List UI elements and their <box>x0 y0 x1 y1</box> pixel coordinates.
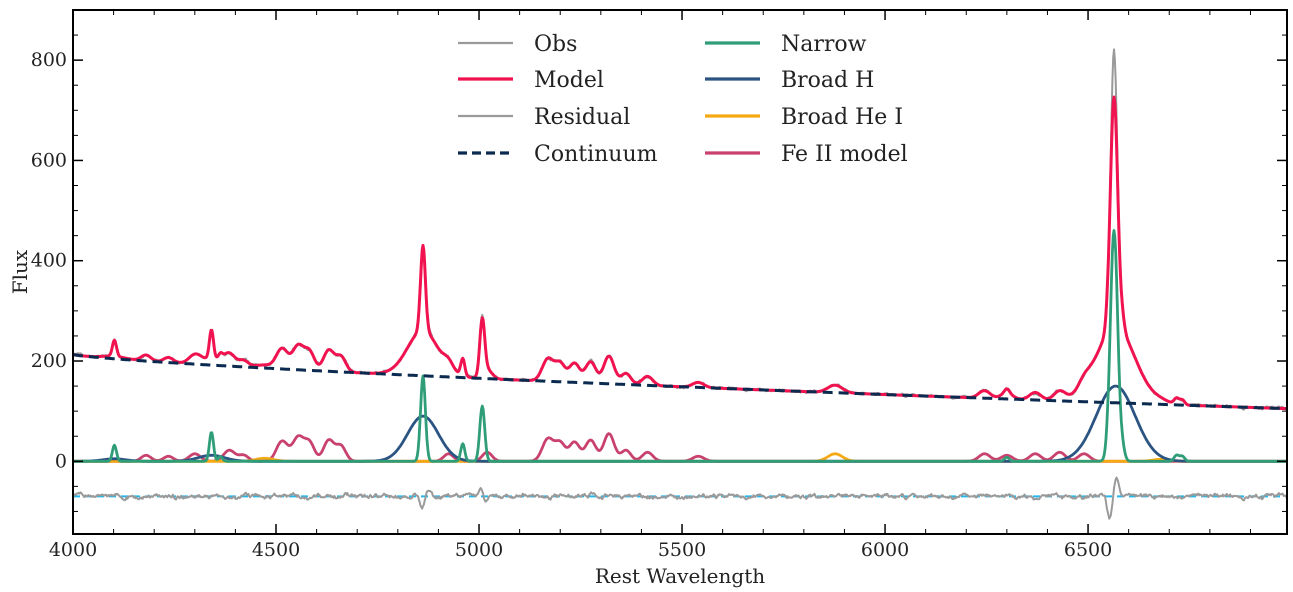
x-tick-label: 4000 <box>49 539 97 561</box>
legend-item-broad_hei: Broad He I <box>705 105 903 130</box>
x-tick-label: 6000 <box>861 539 909 561</box>
legend-label-feii: Fe II model <box>781 142 908 167</box>
legend-label-model: Model <box>534 68 604 93</box>
series-model <box>73 95 1287 411</box>
x-axis-label: Rest Wavelength <box>595 564 765 588</box>
legend: Obs Model Residual Continuum Narrow Broad H Br… <box>458 32 908 167</box>
y-tick-label: 0 <box>55 450 67 472</box>
legend-label-continuum: Continuum <box>534 142 658 167</box>
series-continuum <box>73 353 1287 411</box>
y-tick-label: 400 <box>31 250 67 272</box>
ticks-layer: 4000 4500 5000 5500 6000 6500 0 200 400 600 800 <box>31 10 1287 561</box>
series-narrow <box>73 229 1287 463</box>
legend-item-broad_h: Broad H <box>705 68 874 93</box>
legend-item-residual: Residual <box>458 105 630 130</box>
x-tick-label: 6500 <box>1064 539 1112 561</box>
y-axis-label: Flux <box>8 249 32 294</box>
legend-label-residual: Residual <box>534 105 630 130</box>
y-tick-label: 200 <box>31 350 67 372</box>
series-obs <box>73 48 1287 411</box>
legend-label-broad_h: Broad H <box>781 68 874 93</box>
plot-frame <box>72 9 1288 535</box>
series-layer <box>73 48 1287 520</box>
y-tick-label: 800 <box>31 49 67 71</box>
legend-label-narrow: Narrow <box>781 32 867 57</box>
x-tick-label: 5500 <box>658 539 706 561</box>
y-tick-label: 600 <box>31 149 67 171</box>
legend-item-obs: Obs <box>458 32 577 57</box>
legend-label-broad_hei: Broad He I <box>781 105 903 130</box>
legend-item-continuum: Continuum <box>458 142 658 167</box>
legend-item-model: Model <box>458 68 604 93</box>
x-tick-label: 5000 <box>455 539 503 561</box>
legend-item-feii: Fe II model <box>705 142 908 167</box>
x-tick-label: 4500 <box>252 539 300 561</box>
legend-item-narrow: Narrow <box>705 32 867 57</box>
legend-label-obs: Obs <box>534 32 577 57</box>
series-residual <box>73 476 1287 520</box>
